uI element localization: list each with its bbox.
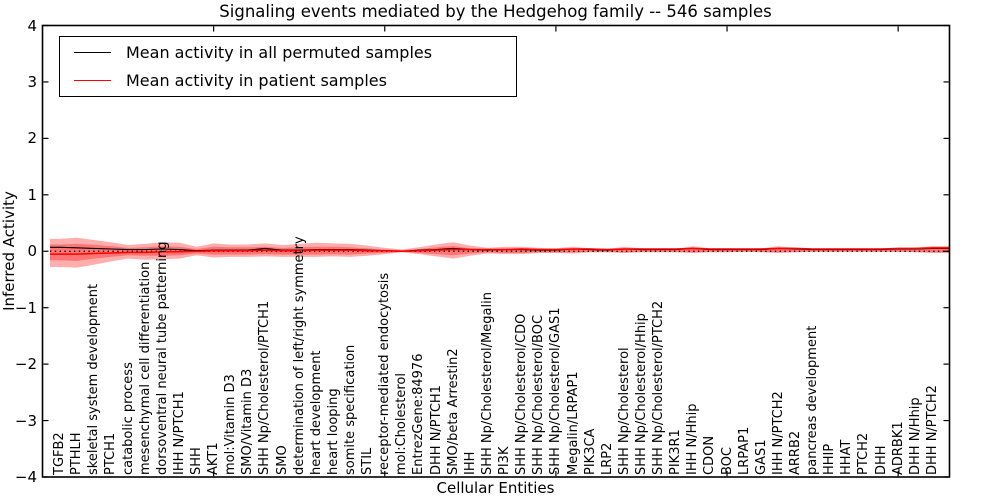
- y-tick-label: 0: [27, 242, 37, 261]
- x-tick-label: ADRBK1: [890, 421, 906, 475]
- legend-item-patient: Mean activity in patient samples: [60, 67, 516, 94]
- x-tick-label: mol:Cholesterol: [394, 373, 410, 475]
- band-outer: [50, 237, 950, 268]
- y-tick-label: 3: [27, 72, 37, 91]
- x-tick-label: IHH N/Hhip: [685, 403, 701, 476]
- x-tick-label: SHH Np/Cholesterol/CDO: [514, 313, 530, 475]
- x-tick-label: SMO/Vitamin D3: [240, 368, 256, 475]
- x-tick-label: SHH Np/Cholesterol: [616, 347, 632, 475]
- x-tick-label: BOC: [719, 447, 735, 475]
- x-tick-label: PI3K: [497, 446, 513, 475]
- x-tick-label: DHH N/PTCH2: [924, 385, 940, 475]
- x-tick-label: PTCH1: [103, 432, 119, 475]
- x-tick-label: PIK3R1: [668, 429, 684, 475]
- y-tick-label: 2: [27, 129, 37, 148]
- x-tick-label: HHAT: [839, 439, 855, 475]
- x-tick-label: PTHLH: [69, 432, 85, 475]
- legend-line-black-icon: [74, 52, 111, 54]
- legend: Mean activity in all permuted samples Me…: [59, 36, 517, 97]
- x-tick-label: SHH Np/Cholesterol/Megalin: [479, 292, 495, 475]
- x-tick-label: dorsoventral neural tube patterning: [154, 241, 170, 475]
- x-tick-label: LRP2: [599, 442, 615, 475]
- x-tick-label: PTCH2: [856, 432, 872, 475]
- x-tick-label: mesenchymal cell differentiation: [137, 261, 153, 475]
- chart-title: Signaling events mediated by the Hedgeho…: [219, 2, 772, 21]
- x-tick-label: SMO: [274, 445, 290, 475]
- x-tick-label: IHH N/PTCH2: [770, 391, 786, 475]
- band-inner: [50, 243, 950, 261]
- x-tick-label: HHIP: [822, 443, 838, 475]
- axes-spines: [41, 24, 951, 478]
- x-tick-label: Megalin/LRPAP1: [565, 371, 581, 475]
- mean-patient-line: [50, 247, 950, 255]
- x-tick-label: SHH: [189, 447, 205, 475]
- x-tick-label: STIL: [360, 447, 376, 475]
- x-tick-label: SHH Np/Cholesterol/PTCH2: [651, 300, 667, 475]
- x-tick-label: EntrezGene:84976: [411, 353, 427, 475]
- x-tick-label: IHH: [462, 451, 478, 475]
- legend-line-red-icon: [74, 79, 111, 81]
- x-tick-label: heart development: [308, 350, 324, 475]
- x-tick-label: ARRB2: [787, 430, 803, 475]
- x-tick-label: catabolic process: [120, 362, 136, 475]
- x-tick-label: CDON: [702, 435, 718, 475]
- x-tick-label: skeletal system development: [86, 283, 102, 475]
- x-tick-label: SHH Np/Cholesterol/Hhip: [633, 313, 649, 475]
- x-axis-label: Cellular Entities: [436, 479, 555, 497]
- x-tick-label: IHH N/PTCH1: [171, 391, 187, 475]
- y-tick-label: 4: [27, 16, 37, 35]
- x-tick-label: SMO/beta Arrestin2: [445, 348, 461, 475]
- x-tick-label: heart looping: [325, 388, 341, 475]
- legend-label-patient: Mean activity in patient samples: [126, 70, 387, 90]
- legend-label-permuted: Mean activity in all permuted samples: [126, 43, 433, 63]
- y-tick-label: −1: [14, 298, 37, 317]
- x-tick-label: mol:Vitamin D3: [223, 374, 239, 475]
- x-tick-label: determination of left/right symmetry: [291, 236, 307, 475]
- x-tick-label: receptor-mediated endocytosis: [377, 272, 393, 475]
- y-tick-label: −4: [14, 468, 37, 486]
- x-tick-label: LRPAP1: [736, 426, 752, 475]
- x-tick-label: GAS1: [753, 439, 769, 476]
- x-tick-label: SHH Np/Cholesterol/BOC: [531, 314, 547, 475]
- x-tick-label: AKT1: [206, 442, 222, 475]
- x-tick-label: DHH N/Hhip: [907, 397, 923, 475]
- y-tick-label: 1: [27, 185, 37, 204]
- x-tick-label: DHH N/PTCH1: [428, 385, 444, 475]
- legend-item-permuted: Mean activity in all permuted samples: [60, 39, 516, 66]
- y-tick-label: −3: [14, 411, 37, 430]
- x-tick-label: PIK3CA: [582, 428, 598, 475]
- x-tick-label: somite specification: [343, 344, 359, 475]
- y-tick-label: −2: [14, 355, 37, 374]
- x-tick-label: pancreas development: [805, 325, 821, 475]
- x-tick-label: TGFB2: [52, 432, 68, 475]
- x-tick-label: DHH: [873, 445, 889, 475]
- x-tick-label: SHH Np/Cholesterol/PTCH1: [257, 300, 273, 475]
- x-tick-label: SHH Np/Cholesterol/GAS1: [548, 307, 564, 475]
